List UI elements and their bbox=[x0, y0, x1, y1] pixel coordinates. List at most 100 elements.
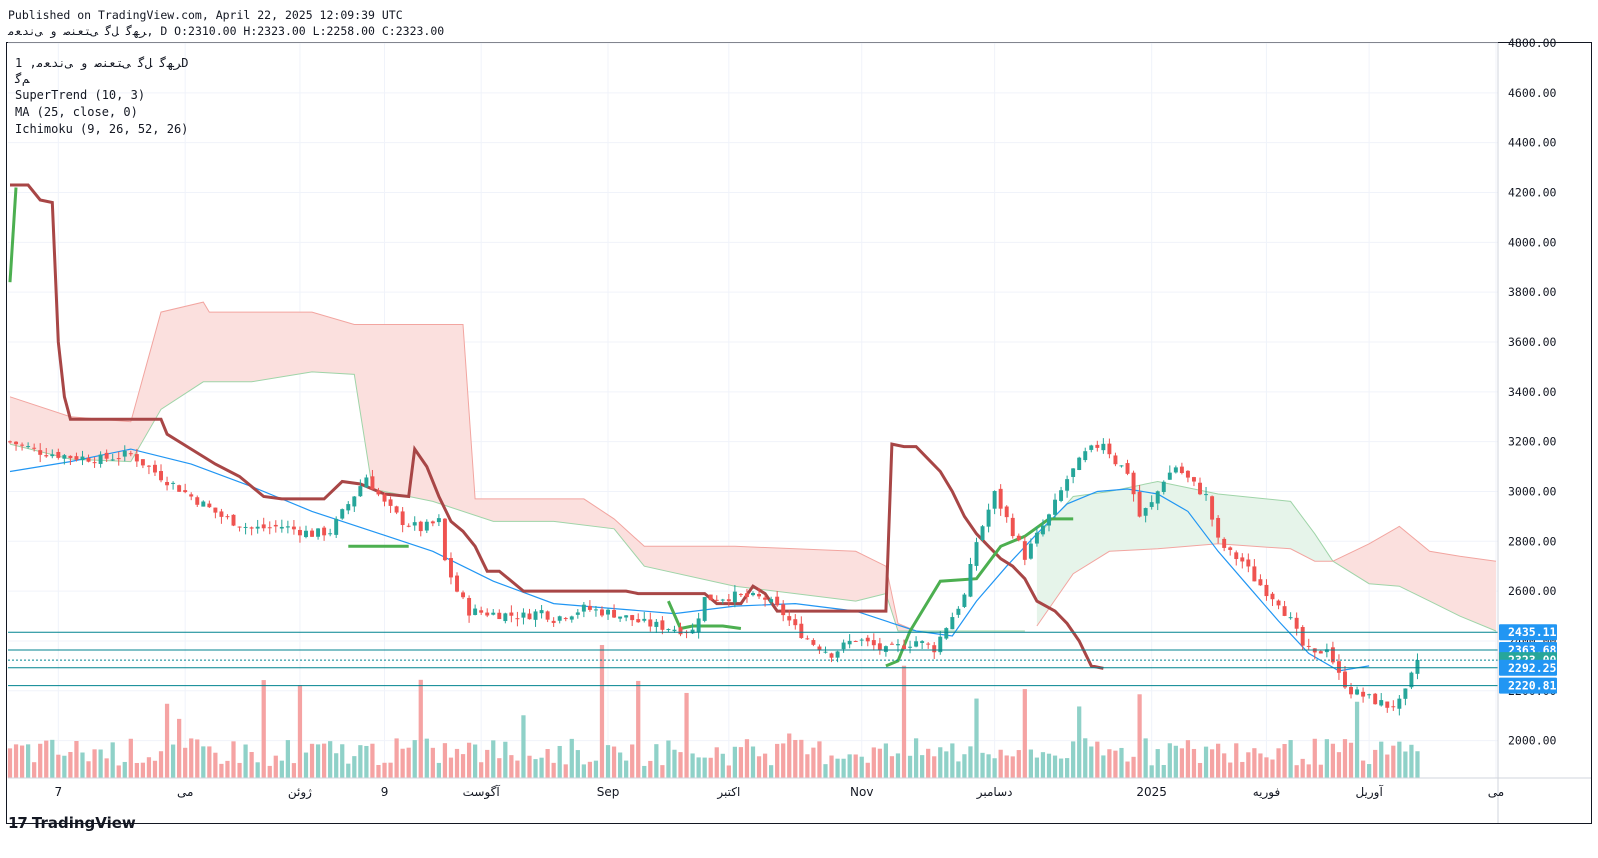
volume-bar bbox=[1300, 758, 1305, 778]
candle-body bbox=[690, 629, 695, 634]
candle-body bbox=[485, 612, 490, 616]
volume-bar bbox=[454, 748, 460, 778]
volume-bar bbox=[1336, 752, 1342, 778]
volume-bar bbox=[913, 738, 919, 778]
candle-body bbox=[316, 528, 321, 537]
volume-bar bbox=[1167, 743, 1172, 778]
volume-bar bbox=[352, 756, 357, 778]
price-tick-label: 3200.00 bbox=[1508, 435, 1557, 449]
price-tick-label: 3600.00 bbox=[1508, 335, 1557, 349]
volume-bar bbox=[1306, 764, 1311, 778]
tradingview-brand[interactable]: 17 TradingView bbox=[8, 814, 136, 832]
candle-body bbox=[1028, 543, 1033, 559]
legend-supertrend[interactable]: SuperTrend (10, 3) bbox=[15, 88, 146, 102]
volume-bar bbox=[787, 733, 792, 778]
candle-body bbox=[38, 450, 43, 455]
volume-bar bbox=[1046, 753, 1052, 778]
candle-body bbox=[14, 441, 19, 445]
candle-body bbox=[1318, 651, 1323, 654]
candle-body bbox=[1234, 552, 1239, 560]
volume-bar bbox=[1409, 744, 1414, 778]
volume-bar bbox=[285, 740, 290, 778]
legend-ma[interactable]: MA (25, close, 0) bbox=[15, 105, 138, 119]
volume-bar bbox=[388, 762, 393, 778]
candle-body bbox=[1185, 470, 1190, 478]
ichimoku-cloud-red-future-upper bbox=[1332, 525, 1497, 562]
price-tick-label: 4800.00 bbox=[1508, 36, 1557, 50]
published-line: Published on TradingView.com, April 22, … bbox=[8, 8, 403, 22]
candle-body bbox=[1349, 686, 1353, 695]
volume-bar bbox=[442, 743, 448, 778]
volume-bar bbox=[938, 747, 943, 778]
candle-body bbox=[1210, 496, 1215, 520]
volume-bar bbox=[358, 745, 363, 778]
time-tick-label: Nov bbox=[850, 785, 873, 799]
volume-bar bbox=[1318, 764, 1323, 778]
candle-body bbox=[1191, 477, 1196, 482]
volume-bar bbox=[491, 740, 496, 778]
volume-bar bbox=[400, 748, 405, 778]
volume-bar bbox=[750, 746, 756, 778]
volume-bar bbox=[376, 764, 381, 778]
volume-bar bbox=[1185, 740, 1191, 778]
candle-body bbox=[974, 542, 979, 566]
volume-bar bbox=[569, 738, 574, 778]
candle-body bbox=[1065, 479, 1070, 491]
candle-body bbox=[835, 651, 840, 658]
ichimoku-cloud-red-future-fill bbox=[1332, 526, 1496, 631]
volume-bar bbox=[1173, 745, 1178, 778]
candle-body bbox=[1059, 490, 1064, 501]
volume-bar bbox=[726, 765, 731, 778]
volume-bar bbox=[1209, 749, 1215, 778]
volume-bar bbox=[1119, 747, 1124, 778]
candle-body bbox=[1409, 672, 1414, 688]
candle-body bbox=[938, 636, 943, 653]
volume-bar bbox=[811, 747, 816, 778]
candle-body bbox=[666, 629, 671, 631]
candle-body bbox=[1403, 688, 1408, 699]
candle-body bbox=[1004, 506, 1009, 518]
volume-bar bbox=[992, 758, 997, 778]
candle-body bbox=[1367, 694, 1372, 696]
legend-ichimoku[interactable]: Ichimoku (9, 26, 52, 26) bbox=[15, 122, 189, 136]
candle-body bbox=[346, 504, 351, 511]
candle-body bbox=[1222, 538, 1227, 548]
candle-body bbox=[400, 511, 405, 526]
volume-bar bbox=[950, 743, 955, 778]
volume-bar bbox=[1373, 749, 1378, 778]
volume-bar bbox=[346, 763, 351, 778]
candle-body bbox=[1270, 593, 1275, 600]
legend-symbol: ﺮﻬﮔ ﻞﮔ ﯽﺘﻌﻨﺻ و ﯽﻧﺪﻌﻣ, 1D bbox=[15, 56, 189, 70]
volume-bar bbox=[1143, 738, 1148, 778]
candle-body bbox=[902, 645, 906, 649]
candle-body bbox=[92, 462, 97, 464]
volume-bar bbox=[128, 738, 133, 778]
volume-bar bbox=[527, 755, 532, 778]
candle-body bbox=[539, 610, 544, 614]
candle-body bbox=[672, 629, 677, 632]
candle-body bbox=[962, 594, 967, 607]
volume-bar bbox=[80, 752, 85, 778]
volume-bar bbox=[696, 757, 701, 778]
volume-bar bbox=[38, 743, 43, 778]
ichimoku-cloud-green-lower bbox=[1036, 543, 1333, 627]
volume-bar bbox=[1113, 750, 1118, 778]
candle-body bbox=[442, 518, 447, 561]
volume-bar bbox=[642, 765, 647, 778]
candle-body bbox=[853, 640, 858, 642]
candle-body bbox=[448, 558, 453, 578]
candle-body bbox=[1107, 443, 1112, 455]
volume-bar bbox=[1252, 748, 1257, 778]
volume-bar bbox=[1367, 764, 1372, 778]
volume-bar bbox=[62, 755, 67, 778]
candle-body bbox=[1053, 499, 1058, 515]
volume-bar bbox=[1330, 743, 1336, 778]
volume-bar bbox=[895, 753, 901, 778]
volume-bar bbox=[213, 752, 218, 778]
candle-body bbox=[1361, 691, 1366, 697]
candle-body bbox=[8, 441, 12, 443]
candle-body bbox=[757, 593, 762, 597]
volume-bar bbox=[1125, 761, 1130, 778]
volume-bar bbox=[1137, 694, 1142, 778]
